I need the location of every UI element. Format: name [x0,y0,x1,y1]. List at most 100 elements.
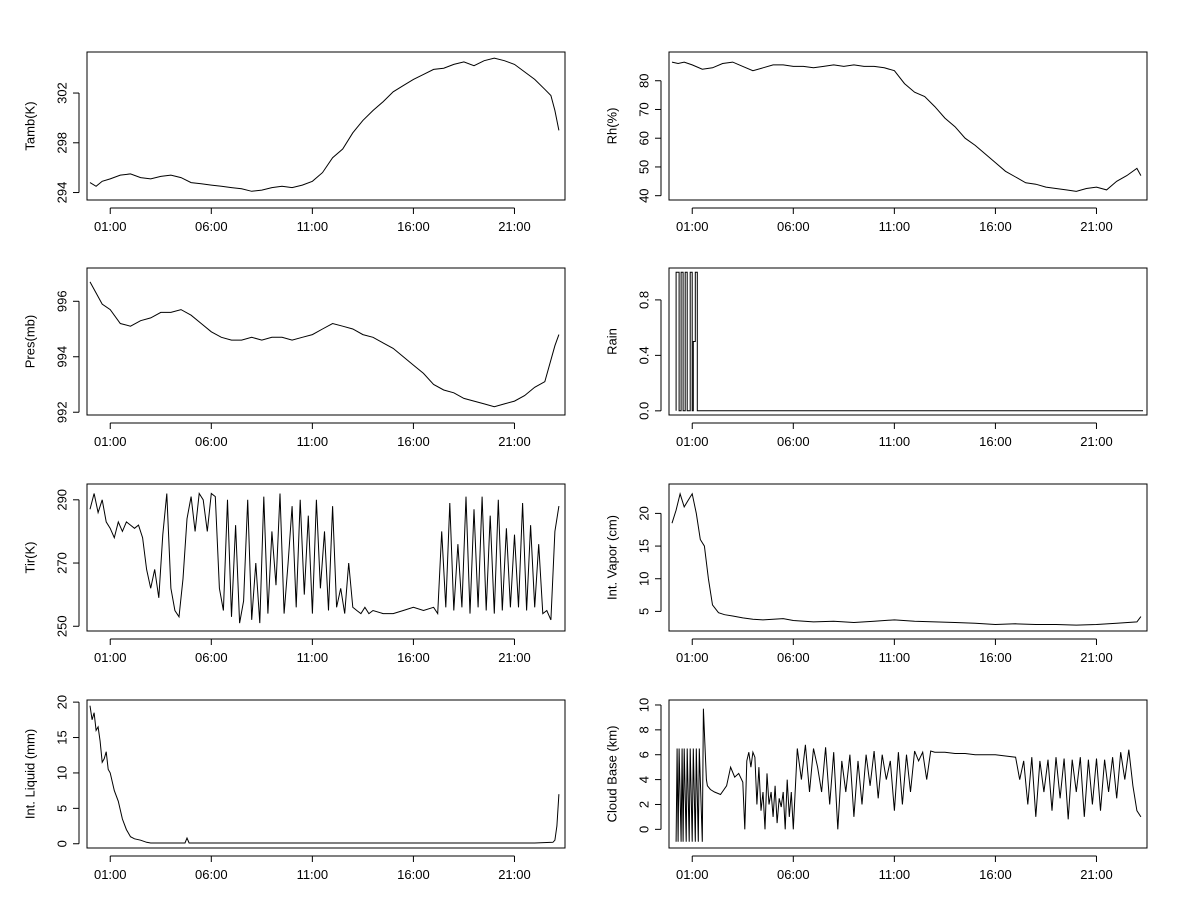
x-tick-label: 11:00 [879,219,911,234]
x-tick-label: 16:00 [397,867,430,882]
y-tick-label: 0 [637,826,652,833]
x-tick-label: 21:00 [1080,867,1113,882]
y-tick-label: 10 [55,766,70,780]
y-tick-label: 302 [55,82,70,104]
y-axis-title: Pres(mb) [23,315,38,368]
y-tick-label: 294 [55,182,70,204]
panel-rain: 01:00 06:00 11:00 16:00 21:00 0.0 0.4 0.8 Rain [605,267,1148,449]
y-tick-label: 70 [637,102,652,116]
y-tick-label: 15 [637,539,652,553]
x-tick-label: 06:00 [777,434,810,449]
y-tick-label: 10 [637,571,652,585]
plot-frame [668,483,1148,632]
y-tick-label: 994 [55,346,70,368]
y-tick-label: 20 [637,506,652,520]
x-tick-label: 11:00 [297,867,329,882]
plot-frame [86,51,566,201]
y-tick-label: 4 [637,776,652,783]
series-line [675,271,1143,412]
y-tick-label: 996 [55,290,70,312]
panel-tamb: 01:00 06:00 11:00 16:00 21:00 294 298 302 Tamb(K… [23,51,566,234]
x-tick-label: 01:00 [94,867,127,882]
x-tick-label: 16:00 [979,867,1012,882]
plot-frame [86,699,566,849]
y-tick-label: 40 [637,188,652,202]
series-line [89,281,560,408]
series-line [675,708,1142,842]
x-tick-label: 06:00 [195,219,228,234]
x-tick-label: 01:00 [94,434,127,449]
plot-frame [86,483,566,632]
x-tick-label: 16:00 [979,219,1012,234]
x-tick-label: 06:00 [195,867,228,882]
y-axis-title: Tir(K) [23,541,38,573]
y-tick-label: 5 [637,608,652,615]
x-tick-label: 21:00 [498,650,531,665]
y-tick-label: 250 [55,615,70,637]
y-tick-label: 0 [55,840,70,847]
y-tick-label: 8 [637,726,652,733]
x-tick-label: 01:00 [676,219,709,234]
y-tick-label: 10 [637,698,652,712]
x-tick-label: 06:00 [777,867,810,882]
x-tick-label: 11:00 [297,650,329,665]
y-tick-label: 5 [55,805,70,812]
x-tick-label: 11:00 [879,650,911,665]
panel-tir: 01:00 06:00 11:00 16:00 21:00 250 270 290 Tir(K) [23,483,566,665]
x-tick-label: 21:00 [498,219,531,234]
panel-rh: 01:00 06:00 11:00 16:00 21:00 40 50 60 70 80 Rh(%) [605,51,1148,234]
x-tick-label: 11:00 [879,867,911,882]
y-tick-label: 992 [55,401,70,423]
y-axis-title: Rh(%) [605,108,620,145]
x-tick-label: 06:00 [777,219,810,234]
y-tick-label: 60 [637,131,652,145]
plot-frame [86,267,566,416]
y-tick-label: 270 [55,552,70,574]
x-tick-label: 16:00 [397,219,430,234]
y-tick-label: 80 [637,74,652,88]
x-tick-label: 01:00 [676,434,709,449]
x-tick-label: 21:00 [1080,219,1113,234]
y-tick-label: 6 [637,751,652,758]
y-axis-title: Cloud Base (km) [605,726,620,823]
series-line [89,705,560,844]
x-tick-label: 16:00 [979,434,1012,449]
x-tick-label: 01:00 [676,867,709,882]
x-tick-label: 01:00 [94,650,127,665]
x-tick-label: 21:00 [498,867,531,882]
plot-frame [668,699,1148,849]
x-tick-label: 21:00 [1080,434,1113,449]
x-tick-label: 11:00 [879,434,911,449]
y-tick-label: 0.4 [637,346,652,364]
x-tick-label: 01:00 [94,219,127,234]
y-axis-title: Rain [605,328,620,355]
plot-frame [668,267,1148,416]
y-tick-label: 290 [55,489,70,511]
x-tick-label: 21:00 [498,434,531,449]
panel-pres: 01:00 06:00 11:00 16:00 21:00 992 994 996 Pres(m… [23,267,566,449]
y-tick-label: 298 [55,132,70,154]
x-tick-label: 11:00 [297,219,329,234]
x-tick-label: 16:00 [979,650,1012,665]
series-line [671,61,1142,192]
panel-int-liquid: 01:00 06:00 11:00 16:00 21:00 0 5 10 15 20 Int. Li… [23,695,566,882]
y-axis-title: Int. Vapor (cm) [605,515,620,600]
series-line [671,491,1142,626]
y-axis-title: Int. Liquid (mm) [23,729,38,819]
plot-frame [668,51,1148,201]
x-tick-label: 16:00 [397,650,430,665]
y-axis-title: Tamb(K) [23,101,38,150]
x-tick-label: 01:00 [676,650,709,665]
y-tick-label: 0.8 [637,291,652,309]
x-tick-label: 21:00 [1080,650,1113,665]
panel-int-vapor: 01:00 06:00 11:00 16:00 21:00 5 10 15 20 Int. Vap… [605,483,1148,665]
y-tick-label: 15 [55,730,70,744]
x-tick-label: 06:00 [195,650,228,665]
y-tick-label: 0.0 [637,402,652,420]
y-tick-label: 2 [637,801,652,808]
x-tick-label: 16:00 [397,434,430,449]
x-tick-label: 06:00 [195,434,228,449]
series-line [89,57,560,192]
panel-cloud-base: 01:00 06:00 11:00 16:00 21:00 0 2 4 6 8 10 Cloud Ba… [605,698,1148,882]
